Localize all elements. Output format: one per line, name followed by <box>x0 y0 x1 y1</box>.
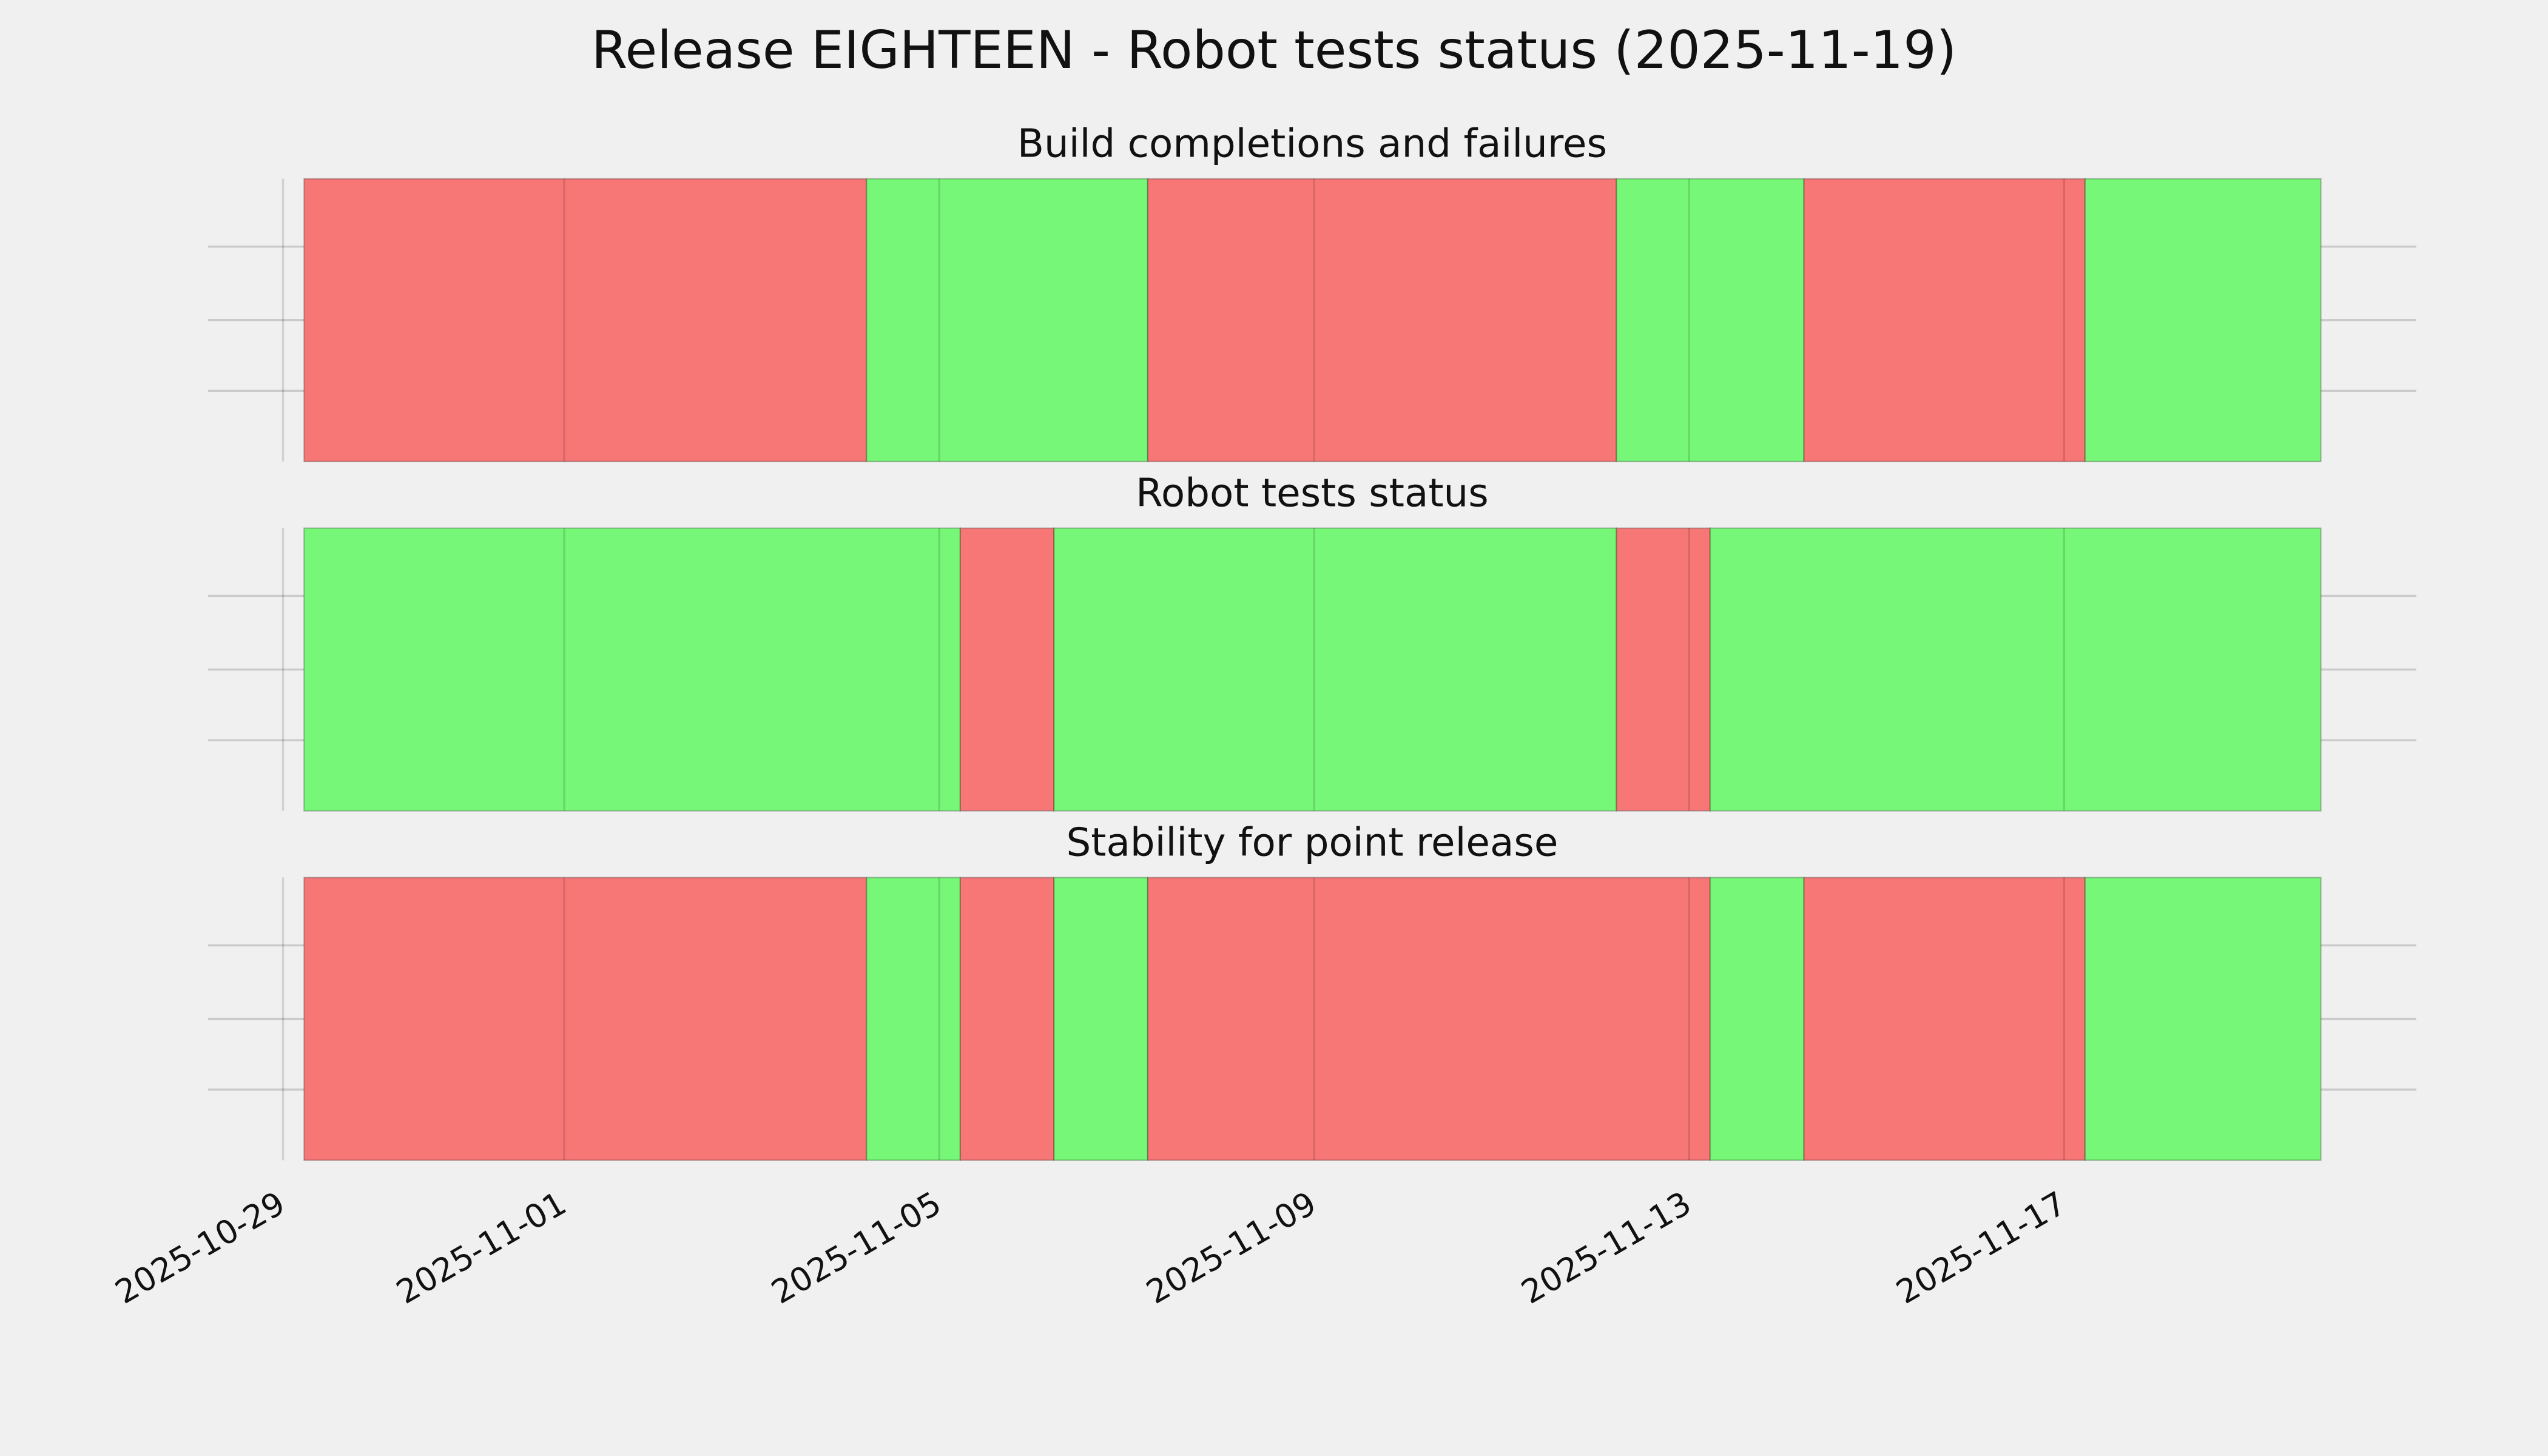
status-segment <box>1053 877 1148 1161</box>
status-segment <box>1053 527 1617 812</box>
status-segment <box>2085 178 2322 462</box>
status-segment <box>866 877 961 1161</box>
status-segment <box>303 877 868 1161</box>
status-segment <box>1709 877 1805 1161</box>
status-segment <box>1147 178 1617 462</box>
status-segment <box>959 877 1055 1161</box>
status-segment <box>1709 527 2322 812</box>
status-segment <box>303 527 961 812</box>
panel-title: Build completions and failures <box>1017 121 1607 167</box>
status-segment <box>1147 877 1711 1161</box>
status-segment <box>959 527 1055 812</box>
status-segment <box>2085 877 2322 1161</box>
status-segment <box>1803 178 2086 462</box>
status-segment <box>303 178 868 462</box>
panel-title: Robot tests status <box>1136 471 1489 516</box>
status-segment <box>866 178 1148 462</box>
status-segment <box>1616 527 1711 812</box>
chart-title: Release EIGHTEEN - Robot tests status (2… <box>592 20 1956 81</box>
status-segment <box>1803 877 2086 1161</box>
status-segment <box>1616 178 1805 462</box>
panel-title: Stability for point release <box>1067 820 1559 865</box>
